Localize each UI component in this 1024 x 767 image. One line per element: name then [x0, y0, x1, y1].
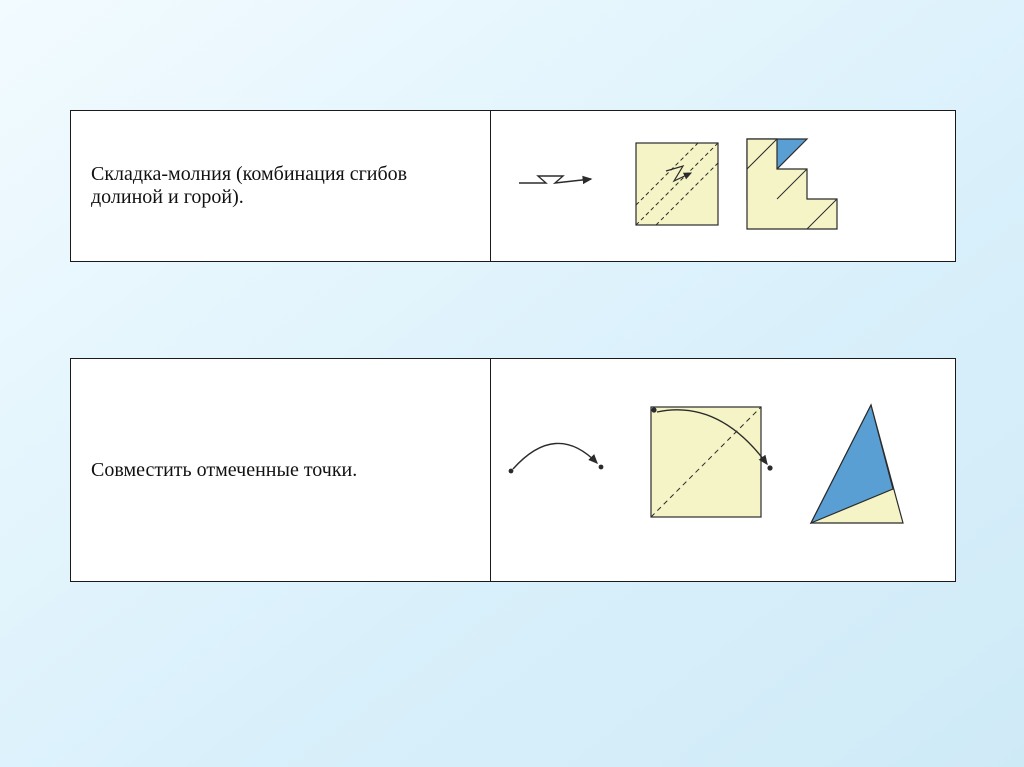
slide-page: Складка-молния (комбинация сгибов долино… [0, 0, 1024, 767]
zigzag-result [747, 139, 837, 229]
text-cell-align: Совместить отмеченные точки. [71, 359, 491, 581]
card-zigzag-fold: Складка-молния (комбинация сгибов долино… [70, 110, 956, 262]
align-result [811, 405, 903, 523]
zigzag-square [636, 143, 718, 225]
align-square [651, 407, 773, 517]
text-cell-zigzag: Складка-молния (комбинация сгибов долино… [71, 111, 491, 261]
label-align: Совместить отмеченные точки. [91, 459, 480, 482]
label-zigzag: Складка-молния (комбинация сгибов долино… [91, 163, 480, 209]
diagram-cell-align [491, 359, 955, 581]
align-svg [491, 359, 955, 581]
zigzag-svg [491, 111, 955, 261]
card-align-points: Совместить отмеченные точки. [70, 358, 956, 582]
zigzag-arrow-icon [519, 176, 591, 183]
arc-arrow-icon [509, 443, 604, 473]
diagram-cell-zigzag [491, 111, 955, 261]
